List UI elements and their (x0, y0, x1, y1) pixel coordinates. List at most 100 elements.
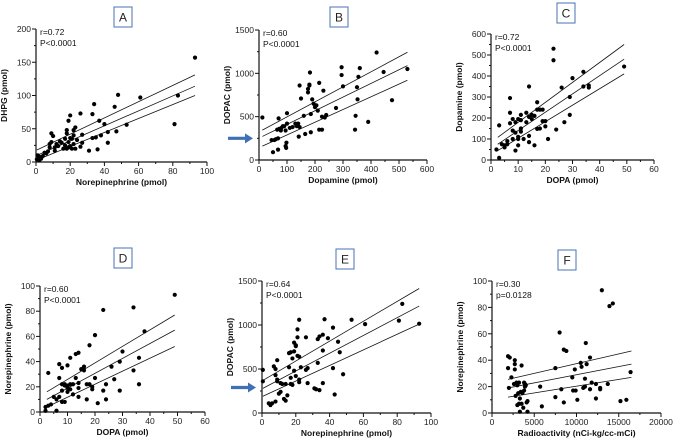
data-point (559, 387, 564, 392)
data-point (339, 72, 344, 78)
panel-f: F 0 20 40 60 80 100 0 5000 10000 15000 20000 Radioac… (455, 249, 673, 438)
x-tick-label: 30 (118, 416, 128, 426)
data-point (74, 137, 80, 143)
data-point (507, 355, 512, 360)
x-tick-label: 0 (489, 164, 494, 174)
data-point (349, 317, 354, 322)
data-point (172, 121, 177, 127)
y-axis-label: Norepinephrine (pmol) (455, 301, 465, 392)
data-point (303, 335, 309, 340)
panel-a: A 0 50 100 150 200 0 20 40 60 80 100 Norepinephrine … (0, 6, 214, 187)
data-point (396, 318, 401, 323)
y-axis-label: Dopamine (pmol) (454, 62, 464, 132)
data-point (579, 364, 584, 369)
data-point (507, 95, 513, 101)
panel-label-box (556, 2, 576, 24)
data-point (175, 93, 181, 98)
stat-text: P<0.0001 (266, 290, 303, 300)
data-point (593, 396, 599, 401)
data-point (581, 385, 586, 391)
data-point (95, 147, 100, 152)
data-point (68, 135, 73, 141)
y-tick-label: 0 (30, 407, 35, 417)
x-axis-label: DOPA (pmol) (547, 175, 599, 185)
data-point (357, 66, 362, 71)
data-point (509, 375, 514, 380)
data-point (142, 329, 147, 334)
data-point (586, 83, 591, 88)
y-tick-label: 0 (481, 155, 486, 165)
data-point (526, 114, 532, 120)
data-point (284, 111, 290, 116)
ci-lower-line (262, 79, 408, 147)
ci-lower-line (507, 376, 632, 398)
data-point (322, 317, 327, 322)
data-point (315, 360, 320, 365)
y-tick-label: 1500 (235, 25, 254, 35)
data-point (281, 396, 287, 402)
x-tick-label: 100 (200, 166, 214, 176)
data-point (553, 395, 558, 400)
data-point (321, 88, 326, 93)
data-point (105, 129, 110, 135)
data-point (66, 118, 71, 123)
data-point (523, 383, 528, 388)
x-tick-label: 100 (424, 417, 438, 427)
data-point (298, 365, 303, 370)
y-axis-label: Norepinephrine (pmol) (3, 303, 13, 394)
data-point (301, 113, 306, 118)
data-point (307, 70, 313, 75)
data-point (284, 121, 290, 126)
data-point (64, 146, 69, 151)
data-point (305, 86, 311, 92)
data-point (46, 370, 51, 376)
data-point (356, 74, 361, 79)
stat-text: P<0.0001 (495, 43, 532, 53)
data-point (354, 85, 360, 90)
data-point (283, 144, 288, 149)
data-point (581, 84, 586, 89)
y-tick-label: 300 (472, 92, 486, 102)
data-point (295, 327, 300, 332)
stat-text: r=0.60 (44, 284, 69, 294)
ci-upper-line (36, 74, 196, 151)
data-point (551, 46, 556, 51)
data-point (320, 348, 325, 353)
ci-upper-line (497, 44, 625, 138)
data-point (303, 367, 309, 372)
data-point (86, 148, 92, 153)
data-point (275, 379, 280, 384)
data-point (540, 119, 545, 124)
stat-text: P<0.0001 (44, 295, 81, 305)
data-point (516, 380, 522, 385)
x-tick-label: 10 (63, 416, 73, 426)
data-point (545, 136, 551, 142)
panel-label-box (113, 247, 133, 269)
data-point (78, 111, 83, 116)
data-point (539, 404, 544, 409)
x-tick-label: 0 (490, 417, 495, 427)
stat-text: r=0.60 (263, 28, 288, 38)
data-point (494, 147, 499, 152)
data-point (593, 381, 599, 387)
panel-d: D 0 20 40 60 80 100 0 10 20 30 40 50 60 DOPA (pmol) Nor… (3, 247, 210, 437)
data-point (584, 362, 589, 367)
data-point (308, 111, 313, 117)
data-point (37, 154, 42, 159)
data-point (589, 380, 594, 385)
data-point (42, 150, 47, 155)
data-point (605, 381, 610, 387)
y-tick-label: 50 (22, 124, 32, 134)
y-tick-label: 0 (26, 157, 31, 167)
data-point (332, 392, 337, 397)
data-point (68, 113, 73, 118)
x-tick-label: 40 (145, 416, 155, 426)
data-point (535, 100, 540, 105)
ci-lower-line (46, 346, 175, 408)
data-point (112, 104, 117, 109)
data-point (90, 387, 95, 392)
data-point (295, 353, 300, 358)
data-point (76, 385, 81, 391)
data-point (497, 123, 502, 128)
data-point (505, 139, 510, 144)
